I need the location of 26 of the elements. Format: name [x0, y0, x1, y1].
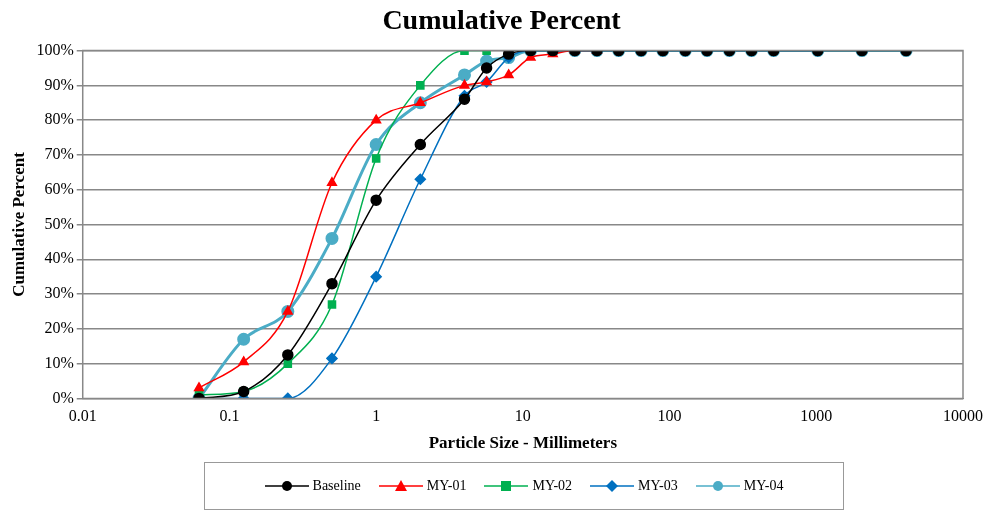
- y-tick-label: 100%: [36, 40, 74, 58]
- y-tick-label: 10%: [44, 353, 74, 371]
- x-tick-label: 10: [514, 407, 531, 425]
- y-tick-label: 60%: [44, 179, 74, 197]
- chart-title: Cumulative Percent: [381, 4, 622, 37]
- y-tick-label: 50%: [44, 214, 74, 232]
- x-tick-label: 0.01: [68, 407, 97, 425]
- x-tick-label: 1: [372, 407, 381, 425]
- x-axis-title: Particle Size - Millimeters: [428, 433, 618, 453]
- y-tick-label: 30%: [44, 284, 74, 302]
- y-tick-label: 20%: [44, 319, 74, 337]
- y-tick-label: 90%: [44, 75, 74, 93]
- legend-label: MY-01: [426, 478, 467, 494]
- y-tick-label: 40%: [44, 249, 74, 267]
- x-tick-label: 10000: [943, 407, 983, 425]
- legend-label: Baseline: [312, 478, 361, 494]
- legend-label: MY-02: [532, 478, 573, 494]
- legend-label: MY-04: [743, 478, 784, 494]
- y-tick-label: 70%: [44, 145, 74, 163]
- x-tick-label: 0.1: [219, 407, 240, 425]
- y-tick-label: 0%: [52, 388, 74, 406]
- x-tick-label: 100: [657, 407, 682, 425]
- y-axis-title: Cumulative Percent: [8, 151, 28, 297]
- x-tick-label: 1000: [800, 407, 833, 425]
- y-tick-label: 80%: [44, 110, 74, 128]
- legend-label: MY-03: [638, 478, 678, 494]
